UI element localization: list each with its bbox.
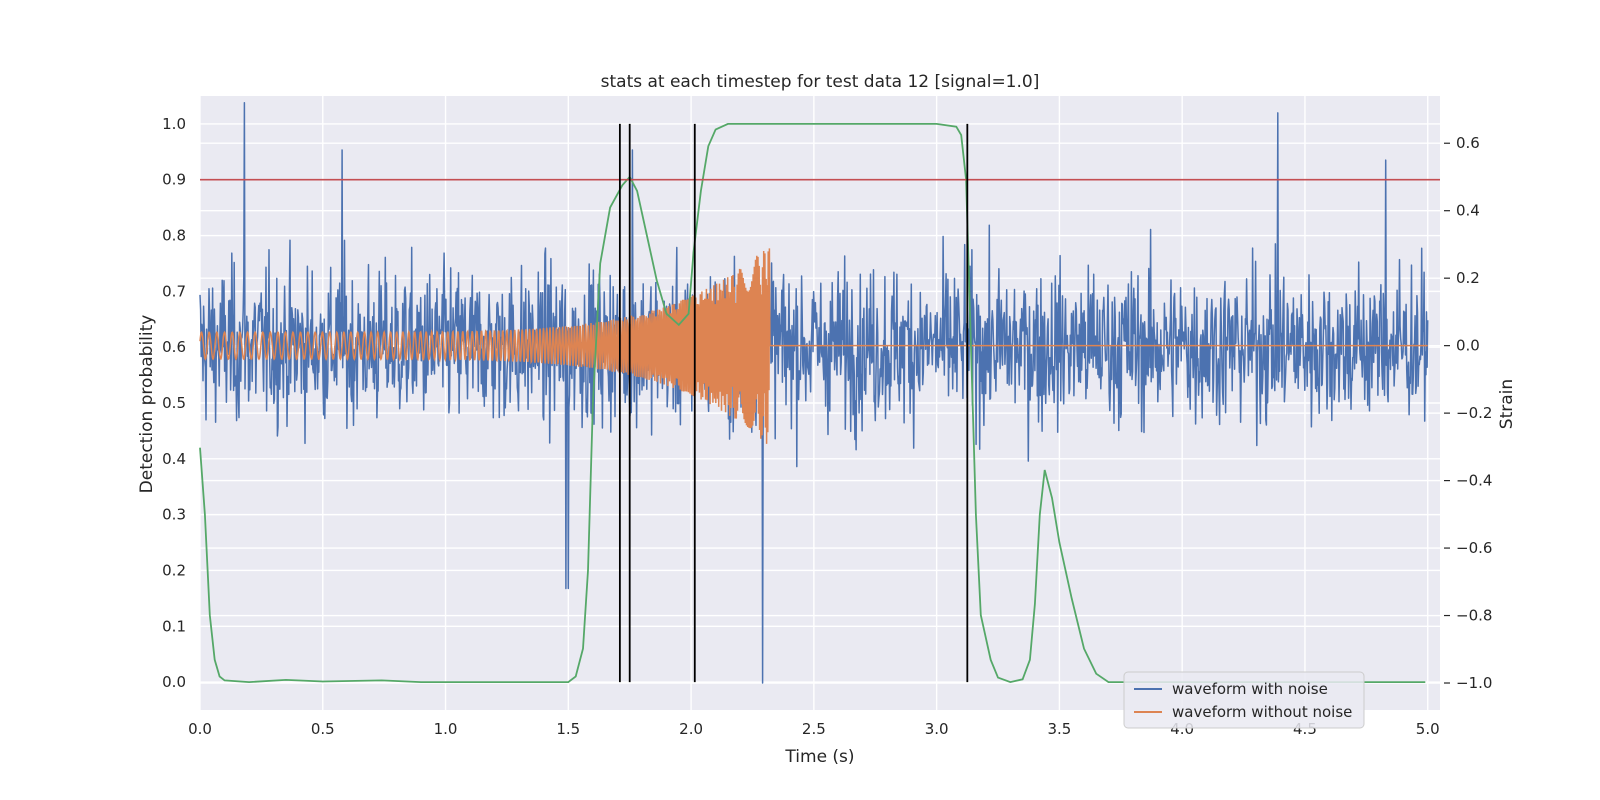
x-tick-label: 5.0 xyxy=(1416,720,1440,738)
legend-entry: waveform with noise xyxy=(1172,680,1328,698)
y-left-tick-label: 0.3 xyxy=(162,506,186,524)
x-tick-label: 1.5 xyxy=(556,720,580,738)
series-detection-probability xyxy=(199,123,1426,684)
series-waveform-without-noise xyxy=(199,248,1428,444)
y-right-tick-label: 0.6 xyxy=(1456,134,1480,152)
series-waveform-with-noise xyxy=(199,101,1429,684)
y-right-tick-label: −1.0 xyxy=(1456,674,1492,692)
legend: waveform with noise waveform without nois… xyxy=(1123,671,1365,729)
y-axis-label-right: Strain xyxy=(1497,379,1517,429)
y-left-tick-label: 0.8 xyxy=(162,227,186,245)
x-tick-label: 2.5 xyxy=(802,720,826,738)
x-axis-label: Time (s) xyxy=(784,747,854,767)
x-tick-label: 0.0 xyxy=(188,720,212,738)
y-right-tick-label: −0.6 xyxy=(1456,539,1492,557)
x-tick-label: 0.5 xyxy=(311,720,335,738)
y-right-tick-label: 0.4 xyxy=(1456,202,1480,220)
ticks: 0.0 0.5 1.0 1.5 2.0 2.5 3.0 3.5 4.0 4.5 5.00.00.10… xyxy=(162,115,1492,738)
y-left-tick-label: 0.6 xyxy=(162,338,186,356)
y-left-tick-label: 0.5 xyxy=(162,394,186,412)
y-right-tick-label: 0.0 xyxy=(1456,337,1480,355)
y-right-tick-label: −0.8 xyxy=(1456,607,1492,625)
y-left-tick-label: 1.0 xyxy=(162,115,186,133)
x-tick-label: 3.0 xyxy=(925,720,949,738)
y-left-tick-label: 0.4 xyxy=(162,450,186,468)
chart-title: stats at each timestep for test data 12 … xyxy=(601,72,1040,92)
legend-box xyxy=(1123,671,1365,729)
legend-entry: waveform without noise xyxy=(1172,703,1352,721)
x-tick-label: 1.0 xyxy=(434,720,458,738)
y-right-tick-label: −0.4 xyxy=(1456,472,1492,490)
y-right-tick-label: −0.2 xyxy=(1456,404,1492,422)
y-left-tick-label: 0.0 xyxy=(162,673,186,691)
y-left-tick-label: 0.7 xyxy=(162,282,186,300)
y-left-tick-label: 0.1 xyxy=(162,617,186,635)
y-axis-label-left: Detection probability xyxy=(137,315,157,494)
series-layer xyxy=(199,101,1440,684)
x-tick-label: 2.0 xyxy=(679,720,703,738)
x-tick-label: 3.5 xyxy=(1047,720,1071,738)
y-right-tick-label: 0.2 xyxy=(1456,269,1480,287)
y-left-tick-label: 0.2 xyxy=(162,561,186,579)
y-left-tick-label: 0.9 xyxy=(162,171,186,189)
